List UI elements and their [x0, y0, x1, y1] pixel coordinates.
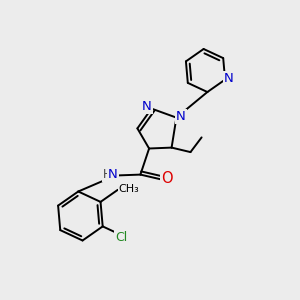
- Text: CH₃: CH₃: [119, 184, 140, 194]
- Text: N: N: [176, 110, 186, 123]
- Text: H: H: [103, 168, 112, 181]
- Text: N: N: [224, 72, 234, 85]
- Text: N: N: [108, 168, 118, 181]
- Text: O: O: [161, 171, 173, 186]
- Text: Cl: Cl: [115, 230, 127, 244]
- Text: N: N: [142, 100, 152, 113]
